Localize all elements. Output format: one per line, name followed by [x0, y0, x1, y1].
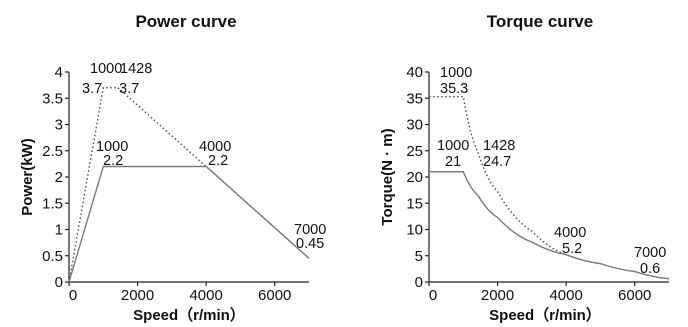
annotation-value: 0.45 [296, 236, 324, 252]
y-tick-label: 35 [406, 90, 423, 107]
annotation-speed: 1428 [483, 138, 515, 154]
annotation-value: 5.2 [562, 241, 582, 257]
annotation-value: 3.7 [82, 81, 102, 97]
annotation-speed: 7000 [294, 222, 326, 238]
peak-series-line [429, 95, 567, 256]
x-axis-label: Speed（r/min） [133, 306, 245, 324]
rated-series-line [68, 165, 310, 283]
annotation-speed: 1428 [120, 61, 152, 77]
y-tick-label: 30 [406, 117, 423, 134]
y-tick-label: 20 [406, 169, 423, 186]
rated-series-line [429, 171, 670, 280]
power-curve-chart: Power curve 0 0.5 1 1.5 2 2.5 3 3.5 4 0 2000 4000 600… [19, 12, 326, 324]
annotation-speed: 1000 [90, 61, 122, 77]
y-tick-label: 0.5 [42, 248, 63, 265]
annotation-speed: 1000 [437, 138, 469, 154]
y-tick-label: 1 [55, 222, 63, 239]
x-tick-label: 6000 [258, 287, 291, 304]
x-tick-label: 4000 [549, 287, 582, 304]
peak-series-line [68, 87, 310, 283]
x-tick-label: 0 [429, 287, 437, 304]
chart-title: Power curve [135, 12, 236, 31]
y-tick-label: 5 [415, 248, 423, 265]
y-tick-label: 40 [406, 64, 423, 81]
y-tick-label: 2.5 [42, 143, 63, 160]
y-tick-label: 25 [406, 143, 423, 160]
x-tick-label: 4000 [189, 287, 222, 304]
y-tick-label: 0 [415, 274, 423, 291]
annotation-speed: 4000 [554, 225, 586, 241]
y-axis-label: Torque(N · m) [379, 128, 396, 225]
y-tick-label: 15 [406, 195, 423, 212]
x-tick-label: 0 [69, 287, 77, 304]
annotation-speed: 7000 [634, 245, 666, 261]
annotation-value: 21 [445, 154, 461, 170]
y-tick-label: 1.5 [42, 195, 63, 212]
chart-title: Torque curve [487, 12, 593, 31]
y-tick-label: 3.5 [42, 90, 63, 107]
y-tick-label: 3 [55, 117, 63, 134]
x-tick-label: 2000 [481, 287, 514, 304]
annotation-speed: 1000 [440, 65, 472, 81]
annotation-value: 2.2 [103, 153, 123, 169]
y-tick-label: 0 [55, 274, 63, 291]
x-tick-label: 6000 [618, 287, 651, 304]
y-tick-label: 10 [406, 222, 423, 239]
x-tick-label: 2000 [121, 287, 154, 304]
annotation-speed: 1000 [96, 139, 128, 155]
y-axis-label: Power(kW) [19, 138, 36, 216]
annotation-speed: 4000 [199, 139, 231, 155]
x-axis-label: Speed（r/min） [489, 306, 601, 324]
y-tick-label: 4 [55, 64, 63, 81]
torque-curve-chart: Torque curve 0 5 10 15 20 25 30 35 40 0 2000 4000 600… [379, 12, 670, 324]
annotation-value: 2.2 [208, 153, 228, 169]
annotation-value: 0.6 [640, 261, 660, 277]
annotation-value: 24.7 [483, 154, 511, 170]
annotation-value: 35.3 [440, 81, 468, 97]
annotation-value: 3.7 [119, 81, 139, 97]
y-tick-label: 2 [55, 169, 63, 186]
